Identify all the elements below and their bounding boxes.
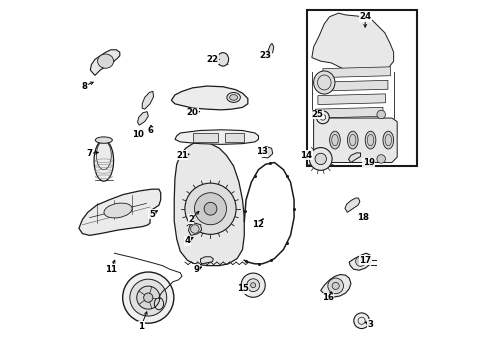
Text: 21: 21 [176,151,188,160]
Text: 8: 8 [81,81,87,91]
Ellipse shape [364,131,375,149]
Polygon shape [79,189,160,235]
Circle shape [190,225,199,233]
Ellipse shape [382,131,393,149]
Text: 15: 15 [236,284,248,293]
Circle shape [353,313,369,328]
Circle shape [194,193,226,225]
Ellipse shape [94,140,113,181]
Circle shape [143,293,152,302]
Polygon shape [200,257,213,264]
Text: 20: 20 [186,108,198,117]
Polygon shape [348,253,370,270]
Circle shape [355,256,365,266]
Ellipse shape [227,92,240,102]
Text: 18: 18 [357,213,369,222]
Bar [192,133,217,142]
Ellipse shape [313,71,334,94]
Polygon shape [171,86,247,110]
Ellipse shape [97,54,113,68]
Circle shape [376,155,385,163]
Polygon shape [317,94,385,105]
Text: 6: 6 [147,126,153,135]
Polygon shape [313,118,396,162]
Polygon shape [344,198,359,212]
Circle shape [309,147,332,170]
Text: 14: 14 [300,151,312,160]
Ellipse shape [95,137,112,143]
Polygon shape [137,112,148,125]
Circle shape [246,279,259,292]
Text: 19: 19 [362,158,374,167]
Ellipse shape [347,131,357,149]
Circle shape [316,110,324,119]
Text: 2: 2 [187,215,194,224]
Circle shape [130,279,166,316]
Polygon shape [320,275,350,297]
Circle shape [184,183,236,234]
Text: 24: 24 [358,12,370,21]
Text: 3: 3 [367,320,373,329]
Polygon shape [320,80,387,91]
Text: 22: 22 [206,55,218,64]
Circle shape [316,155,324,163]
Circle shape [316,111,329,124]
Polygon shape [188,223,201,235]
Text: 17: 17 [358,256,370,265]
Text: 25: 25 [311,110,322,119]
Bar [306,10,416,166]
Polygon shape [322,67,390,77]
Text: 9: 9 [193,265,199,274]
Circle shape [332,282,338,290]
Text: 4: 4 [184,236,190,245]
Bar [224,133,244,142]
Circle shape [250,283,255,288]
Text: 23: 23 [259,51,271,60]
Text: 1: 1 [138,322,144,331]
Circle shape [122,272,173,323]
Polygon shape [348,153,360,162]
Polygon shape [267,43,273,56]
Text: 13: 13 [256,147,268,156]
Text: 12: 12 [252,220,264,229]
Polygon shape [315,107,382,118]
Ellipse shape [229,95,237,100]
Ellipse shape [329,131,340,149]
Ellipse shape [104,203,132,218]
Circle shape [376,110,385,119]
Text: 16: 16 [321,293,333,302]
Text: 5: 5 [149,210,154,218]
Polygon shape [142,91,153,109]
Circle shape [327,278,343,294]
Text: 10: 10 [131,130,143,139]
Polygon shape [259,146,272,158]
Circle shape [204,202,216,215]
Polygon shape [175,130,258,144]
Polygon shape [311,13,393,72]
Circle shape [136,286,159,309]
Ellipse shape [217,52,228,66]
Circle shape [241,273,265,297]
Polygon shape [90,50,120,75]
Polygon shape [174,142,244,266]
Circle shape [315,153,326,165]
Text: 11: 11 [105,265,117,274]
Text: 7: 7 [86,149,92,158]
